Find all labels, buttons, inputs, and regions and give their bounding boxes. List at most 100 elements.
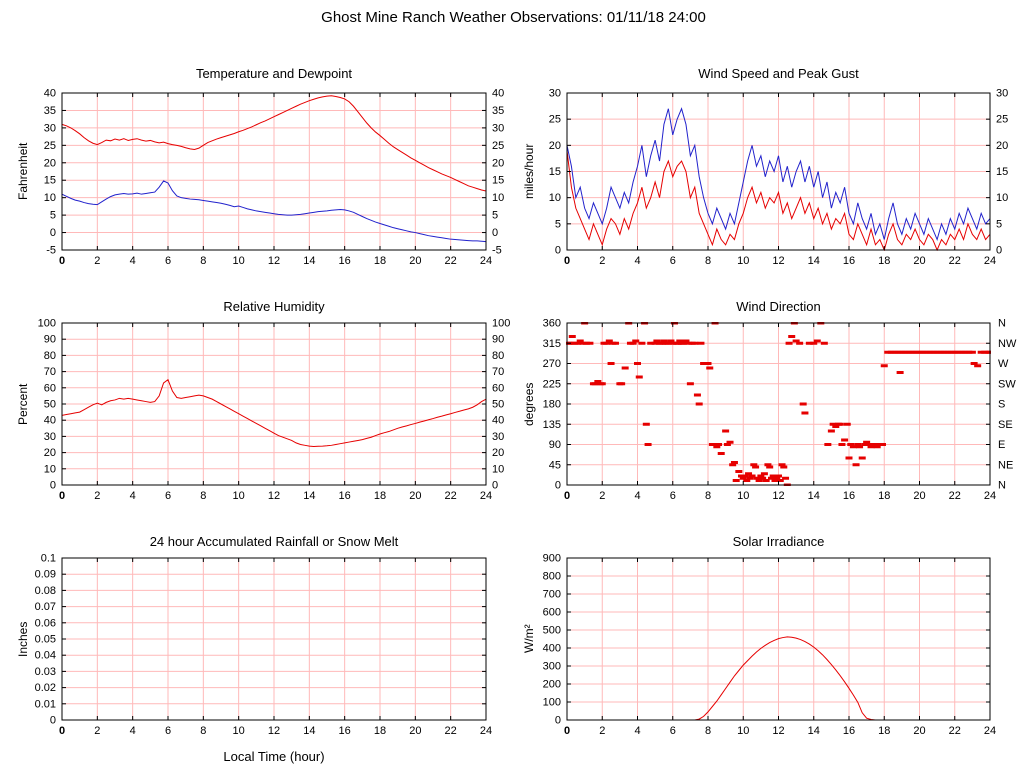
svg-text:10: 10 [44,192,56,204]
svg-text:80: 80 [44,350,56,362]
svg-text:30: 30 [549,88,561,100]
svg-text:14: 14 [303,255,315,267]
svg-text:0.01: 0.01 [35,698,56,710]
svg-text:10: 10 [492,192,504,204]
svg-text:SW: SW [998,378,1016,390]
svg-text:20: 20 [913,255,925,267]
svg-text:20: 20 [409,255,421,267]
svg-text:20: 20 [409,490,421,502]
svg-text:0: 0 [59,725,65,737]
svg-text:12: 12 [268,725,280,737]
svg-text:0.05: 0.05 [35,634,56,646]
svg-text:10: 10 [996,192,1008,204]
svg-text:0.09: 0.09 [35,569,56,581]
svg-text:10: 10 [233,725,245,737]
svg-text:6: 6 [670,490,676,502]
svg-text:22: 22 [949,255,961,267]
svg-text:0: 0 [564,725,570,737]
chart-title: Wind Speed and Peak Gust [698,66,859,81]
svg-text:NW: NW [998,338,1017,350]
svg-text:12: 12 [268,490,280,502]
svg-text:24: 24 [480,490,492,502]
svg-text:6: 6 [670,725,676,737]
svg-text:20: 20 [549,140,561,152]
svg-text:20: 20 [44,157,56,169]
svg-text:E: E [998,439,1005,451]
svg-text:225: 225 [543,378,561,390]
svg-text:40: 40 [44,88,56,100]
svg-text:100: 100 [492,318,510,330]
svg-text:0.04: 0.04 [35,650,56,662]
svg-text:30: 30 [44,122,56,134]
svg-text:400: 400 [543,643,561,655]
svg-text:22: 22 [949,490,961,502]
svg-text:0: 0 [555,245,561,257]
svg-text:80: 80 [492,350,504,362]
chart-title: 24 hour Accumulated Rainfall or Snow Mel… [149,534,399,549]
svg-text:500: 500 [543,625,561,637]
svg-text:16: 16 [339,490,351,502]
svg-text:200: 200 [543,679,561,691]
svg-text:90: 90 [549,439,561,451]
svg-text:20: 20 [492,447,504,459]
svg-text:22: 22 [445,490,457,502]
svg-text:2: 2 [599,490,605,502]
solar-irradiance-chart: Solar Irradiance W/m² 0 2 4 6 8 10 12 14 16 18 20 2… [514,528,1027,772]
svg-text:0: 0 [492,227,498,239]
svg-text:0.03: 0.03 [35,666,56,678]
svg-text:180: 180 [543,399,561,411]
svg-text:24: 24 [480,725,492,737]
svg-text:50: 50 [492,399,504,411]
svg-text:30: 30 [492,122,504,134]
svg-text:0: 0 [50,480,56,492]
svg-text:4: 4 [634,490,640,502]
svg-text:10: 10 [737,255,749,267]
svg-text:0: 0 [564,490,570,502]
svg-text:-5: -5 [492,245,502,257]
svg-text:24: 24 [480,255,492,267]
svg-text:35: 35 [44,105,56,117]
svg-text:10: 10 [233,490,245,502]
wind-direction-chart: Wind Direction degrees 0 2 4 6 8 10 12 14 16 18 20… [514,293,1027,515]
svg-text:15: 15 [492,175,504,187]
svg-text:0: 0 [996,245,1002,257]
rainfall-chart: 24 hour Accumulated Rainfall or Snow Mel… [0,528,513,772]
svg-text:0: 0 [50,227,56,239]
svg-text:10: 10 [492,463,504,475]
svg-text:25: 25 [549,114,561,126]
svg-text:20: 20 [492,157,504,169]
svg-text:70: 70 [492,366,504,378]
chart-title: Wind Direction [736,299,821,314]
svg-text:16: 16 [843,490,855,502]
svg-text:10: 10 [737,490,749,502]
svg-text:30: 30 [996,88,1008,100]
chart-title: Solar Irradiance [732,534,825,549]
svg-text:6: 6 [165,725,171,737]
svg-text:90: 90 [492,334,504,346]
svg-text:16: 16 [843,255,855,267]
svg-text:40: 40 [492,415,504,427]
svg-text:24: 24 [984,490,996,502]
svg-text:20: 20 [996,140,1008,152]
svg-text:SE: SE [998,419,1013,431]
svg-text:22: 22 [445,725,457,737]
svg-text:5: 5 [996,218,1002,230]
svg-text:16: 16 [339,255,351,267]
svg-text:300: 300 [543,661,561,673]
chart-title: Temperature and Dewpoint [195,66,353,81]
svg-text:14: 14 [808,490,820,502]
svg-text:18: 18 [878,490,890,502]
svg-text:0: 0 [555,480,561,492]
svg-text:0: 0 [555,715,561,727]
svg-text:22: 22 [949,725,961,737]
svg-text:360: 360 [543,318,561,330]
svg-text:12: 12 [268,255,280,267]
svg-text:NE: NE [998,459,1013,471]
svg-text:20: 20 [913,490,925,502]
